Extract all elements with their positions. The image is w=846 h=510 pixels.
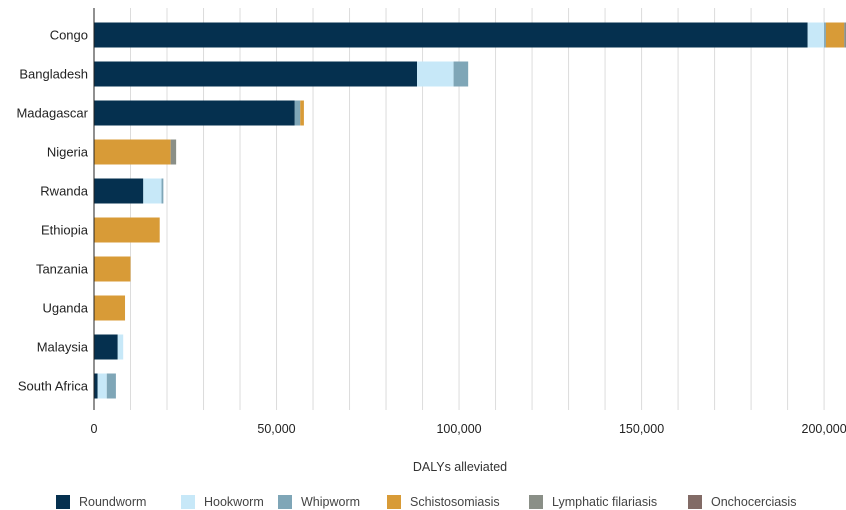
category-label: Madagascar — [16, 106, 88, 121]
category-label: Malaysia — [37, 340, 89, 355]
bar-segment — [94, 100, 295, 126]
bar-segment — [170, 139, 177, 165]
x-tick-label: 100,000 — [436, 422, 481, 436]
legend: Roundworm Hookworm Whipworm Schistosomiasis… — [56, 495, 796, 509]
legend-swatch — [529, 495, 543, 509]
x-tick-label: 50,000 — [257, 422, 295, 436]
bar-segment — [844, 22, 846, 48]
category-label: Tanzania — [36, 262, 89, 277]
legend-label: Schistosomiasis — [410, 495, 500, 509]
legend-swatch — [181, 495, 195, 509]
category-label: South Africa — [18, 379, 89, 394]
bar-segment — [825, 22, 845, 48]
category-label: Ethiopia — [41, 223, 89, 238]
bar-segment — [824, 22, 826, 48]
bar-segment — [106, 373, 116, 399]
category-label: Nigeria — [47, 145, 89, 160]
x-tick-label: 150,000 — [619, 422, 664, 436]
bar-segment — [94, 139, 171, 165]
bar-segment — [807, 22, 825, 48]
bar-segment — [417, 61, 454, 87]
category-label: Uganda — [42, 301, 88, 316]
x-axis-title: DALYs alleviated — [413, 460, 507, 474]
legend-label: Hookworm — [204, 495, 264, 509]
bar-segment — [294, 100, 301, 126]
bars — [94, 22, 846, 399]
bar-segment — [94, 217, 160, 243]
bar-segment — [117, 334, 124, 360]
bar-segment — [94, 178, 144, 204]
x-tick-label: 0 — [91, 422, 98, 436]
category-label: Rwanda — [40, 184, 88, 199]
bar-segment — [94, 256, 131, 282]
bar-segment — [97, 373, 107, 399]
bar-segment — [161, 178, 164, 204]
legend-swatch — [56, 495, 70, 509]
bar-segment — [453, 61, 469, 87]
bar-segment — [94, 295, 126, 321]
category-label: Bangladesh — [19, 67, 88, 82]
legend-label: Lymphatic filariasis — [552, 495, 657, 509]
legend-swatch — [387, 495, 401, 509]
x-axis: 0 50,000 100,000 150,000 200,000 — [91, 422, 846, 436]
x-tick-label: 200,000 — [802, 422, 846, 436]
bar-segment — [143, 178, 162, 204]
bar-segment — [94, 334, 118, 360]
bar-segment — [94, 22, 808, 48]
legend-label: Onchocerciasis — [711, 495, 796, 509]
category-label: Congo — [50, 28, 88, 43]
bar-segment — [300, 100, 304, 126]
legend-label: Whipworm — [301, 495, 360, 509]
legend-swatch — [278, 495, 292, 509]
legend-swatch — [688, 495, 702, 509]
legend-label: Roundworm — [79, 495, 146, 509]
bar-segment — [94, 61, 418, 87]
bar-segment — [94, 373, 98, 399]
y-axis: Congo Bangladesh Madagascar Nigeria Rwanda Et… — [16, 8, 95, 410]
